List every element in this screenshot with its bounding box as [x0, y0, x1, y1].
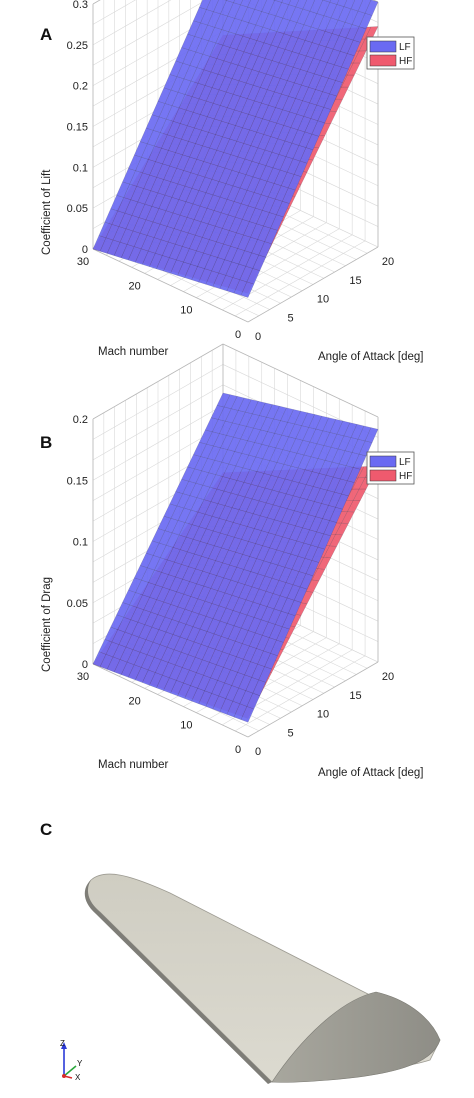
panel-b-z-axis-label: Coefficient of Drag — [41, 577, 53, 672]
z-tick-label: 0.2 — [73, 414, 88, 426]
panel-b-legend-swatch-hf — [369, 469, 397, 482]
triad-x-label: X — [75, 1073, 81, 1082]
panel-a-legend-label-hf: HF — [399, 56, 412, 67]
panel-c-letter: C — [40, 820, 52, 839]
panel-a-lift-surface: A 01020300510152000.050.10.150.20.250.3 … — [40, 0, 424, 363]
surface-lf — [92, 392, 379, 723]
x-tick-label: 0 — [235, 329, 241, 341]
z-tick-label: 0.2 — [73, 81, 88, 93]
panel-b-surfaces — [92, 392, 379, 723]
y-tick-label: 0 — [255, 746, 261, 758]
surface-lf — [92, 0, 379, 298]
panel-b-x-axis-label: Mach number — [98, 759, 168, 771]
z-tick-label: 0.25 — [67, 40, 88, 52]
x-tick-label: 10 — [180, 305, 192, 317]
panel-b-letter: B — [40, 433, 52, 452]
z-tick-label: 0.05 — [67, 598, 88, 610]
y-tick-label: 10 — [317, 709, 329, 721]
panel-a-z-axis-label: Coefficient of Lift — [41, 169, 53, 255]
z-tick-label: 0.3 — [73, 0, 88, 11]
x-tick-label: 30 — [77, 256, 89, 268]
panel-a-x-axis-label: Mach number — [98, 346, 168, 358]
x-tick-label: 10 — [180, 720, 192, 732]
y-tick-label: 5 — [287, 312, 293, 324]
panel-a-surfaces — [92, 0, 379, 298]
panel-b-legend-label-lf: LF — [399, 457, 411, 468]
z-tick-label: 0.15 — [67, 475, 88, 487]
y-tick-label: 15 — [349, 275, 361, 287]
panel-b-legend-swatch-lf — [369, 455, 397, 468]
z-tick-label: 0 — [82, 659, 88, 671]
z-tick-label: 0.15 — [67, 122, 88, 134]
xyz-triad-icon: Z Y X — [60, 1039, 83, 1082]
x-tick-label: 0 — [235, 744, 241, 756]
y-tick-label: 5 — [287, 727, 293, 739]
panel-a-legend-swatch-lf — [369, 40, 397, 53]
panel-a-legend-swatch-hf — [369, 54, 397, 67]
z-tick-label: 0.1 — [73, 162, 88, 174]
x-tick-label: 20 — [129, 280, 141, 292]
panel-a-legend: LF HF — [366, 36, 415, 70]
body-end-face — [271, 991, 441, 1083]
triad-z-label: Z — [60, 1039, 65, 1048]
triad-y-label: Y — [77, 1059, 83, 1068]
z-tick-label: 0.05 — [67, 203, 88, 215]
panel-b-legend-label-hf: HF — [399, 471, 412, 482]
panel-a-legend-label-lf: LF — [399, 42, 411, 53]
y-tick-label: 20 — [382, 671, 394, 683]
z-tick-label: 0.1 — [73, 537, 88, 549]
panel-a-y-axis-label: Angle of Attack [deg] — [318, 351, 424, 363]
panel-b-y-axis-label: Angle of Attack [deg] — [318, 767, 424, 779]
panel-a-letter: A — [40, 25, 52, 44]
y-tick-label: 15 — [349, 690, 361, 702]
body-leading-edge — [84, 880, 272, 1084]
x-tick-label: 20 — [129, 695, 141, 707]
panel-c-body-render: C Z Y X — [40, 820, 441, 1084]
y-tick-label: 10 — [317, 294, 329, 306]
y-tick-label: 0 — [255, 331, 261, 343]
z-tick-label: 0 — [82, 244, 88, 256]
x-tick-label: 30 — [77, 671, 89, 683]
panel-b-legend: LF HF — [366, 451, 415, 485]
y-tick-label: 20 — [382, 256, 394, 268]
